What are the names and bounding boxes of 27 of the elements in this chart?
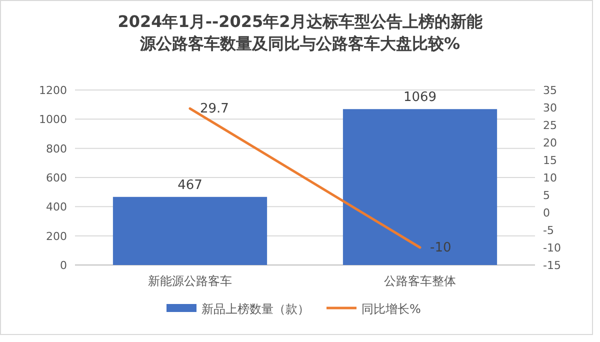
y-tick-label: 200 (46, 230, 67, 243)
data-label: 1069 (403, 90, 437, 106)
y-tick-label: 1200 (39, 84, 67, 97)
y-tick-label: 0 (60, 259, 67, 272)
data-label: 467 (178, 178, 202, 193)
y2-tick-label: 20 (543, 136, 557, 150)
y2-tick-label: 0 (543, 206, 550, 220)
data-label: -10 (430, 240, 452, 256)
y2-tick-label: 30 (543, 102, 557, 114)
y2-tick-label: 15 (543, 154, 557, 167)
y-tick-label: 400 (46, 200, 67, 214)
data-label: 29.7 (200, 102, 229, 117)
y2-tick-label: 35 (543, 84, 557, 97)
y2-tick-label: 5 (543, 189, 550, 202)
y-tick-label: 800 (46, 142, 67, 156)
x-tick-label: 公路客车整体 (384, 274, 456, 288)
y2-tick-label: -15 (543, 259, 561, 272)
y-tick-label: 600 (46, 172, 67, 184)
y-tick-label: 1000 (39, 113, 67, 126)
y2-tick-label: -5 (543, 224, 554, 237)
x-tick-label: 新能源公路客车 (148, 274, 232, 288)
legend-label: 新品上榜数量（款） (202, 302, 310, 316)
y2-tick-label: 10 (543, 172, 557, 184)
chart-title: 2024年1月--2025年2月达标车型公告上榜的新能源公路客车数量及同比与公路客车大盘比较% (118, 12, 482, 53)
y2-tick-label: 25 (543, 119, 557, 132)
legend-label: 同比增长% (362, 302, 421, 316)
y2-tick-label: -10 (543, 242, 561, 254)
